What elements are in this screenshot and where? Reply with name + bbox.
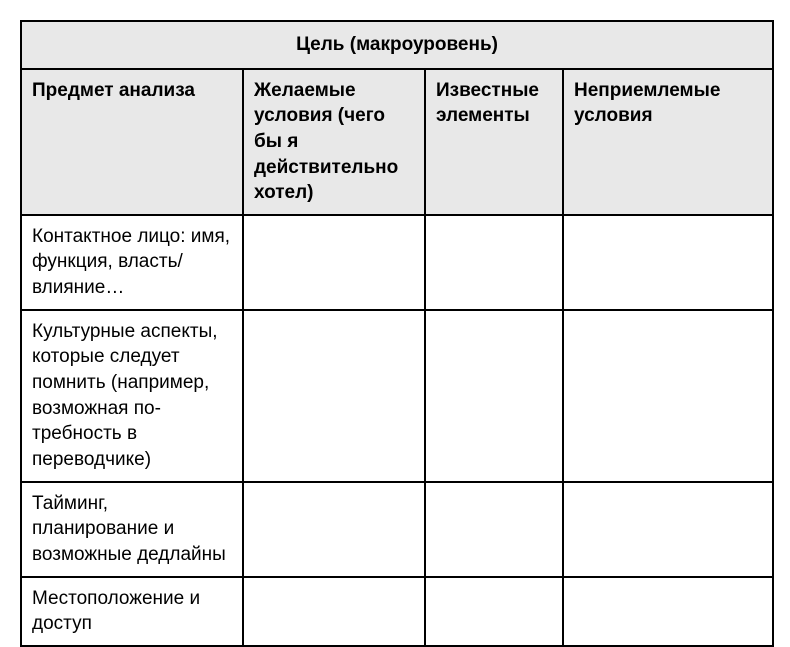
cell-unacceptable	[563, 215, 773, 310]
col-header-subject: Предмет анализа	[21, 69, 243, 215]
cell-known	[425, 482, 563, 577]
row-label: Контактное лицо: имя, функция, власть/ в…	[21, 215, 243, 310]
cell-known	[425, 310, 563, 482]
col-header-desired: Желаемые условия (чего бы я действительн…	[243, 69, 425, 215]
cell-desired	[243, 215, 425, 310]
cell-unacceptable	[563, 310, 773, 482]
row-label: Тайминг, планирование и возможные дедлай…	[21, 482, 243, 577]
cell-known	[425, 577, 563, 646]
table-row: Культурные аспекты, ко­торые следует пом…	[21, 310, 773, 482]
table-row: Тайминг, планирование и возможные дедлай…	[21, 482, 773, 577]
cell-unacceptable	[563, 577, 773, 646]
cell-desired	[243, 310, 425, 482]
table-header-row: Предмет анализа Желаемые условия (чего б…	[21, 69, 773, 215]
col-header-unacceptable: Неприемлемые условия	[563, 69, 773, 215]
cell-unacceptable	[563, 482, 773, 577]
table-row: Контактное лицо: имя, функция, власть/ в…	[21, 215, 773, 310]
table-title: Цель (макроуровень)	[21, 21, 773, 69]
row-label: Культурные аспекты, ко­торые следует пом…	[21, 310, 243, 482]
cell-desired	[243, 577, 425, 646]
analysis-table: Цель (макроуровень) Предмет анализа Жела…	[20, 20, 774, 647]
table-row: Местоположение и доступ	[21, 577, 773, 646]
cell-known	[425, 215, 563, 310]
table-title-row: Цель (макроуровень)	[21, 21, 773, 69]
row-label: Местоположение и доступ	[21, 577, 243, 646]
col-header-known: Известные элементы	[425, 69, 563, 215]
cell-desired	[243, 482, 425, 577]
